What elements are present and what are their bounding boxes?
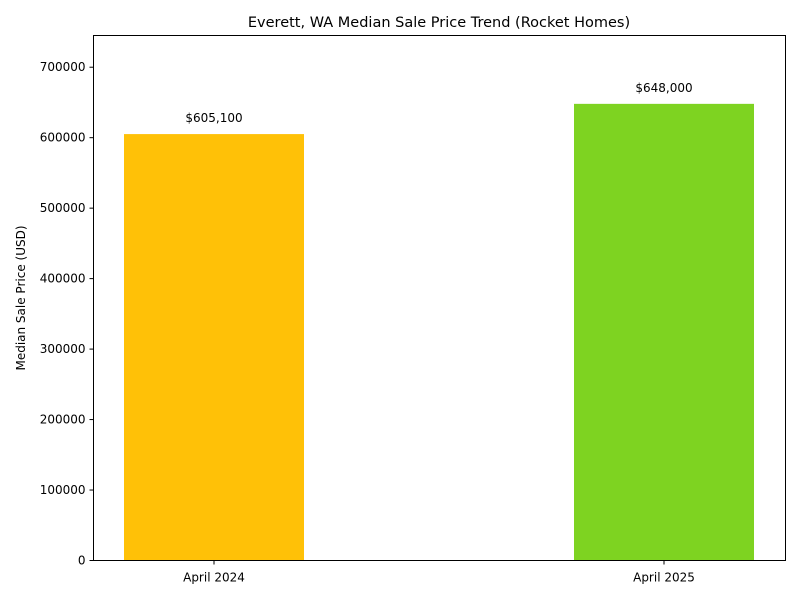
bar-1	[124, 134, 304, 561]
y-tick-label: 100000	[40, 483, 86, 497]
y-tick-label: 500000	[40, 201, 86, 215]
plot-area-frame	[93, 35, 786, 561]
chart-title: Everett, WA Median Sale Price Trend (Roc…	[248, 15, 630, 31]
data-label: $605,100	[185, 111, 242, 125]
y-tick-label: 400000	[40, 272, 86, 286]
y-tick-label: 700000	[40, 60, 86, 74]
y-axis-ticks: 0 100000 200000 300000 400000 500000 600000 700…	[40, 60, 94, 568]
x-tick-label: April 2024	[183, 571, 245, 585]
data-label: $648,000	[635, 81, 692, 95]
y-axis-label: Median Sale Price (USD)	[14, 225, 28, 370]
bar-2	[574, 103, 754, 561]
y-tick-label: 0	[78, 554, 86, 568]
y-tick-label: 600000	[40, 131, 86, 145]
x-tick-label: April 2025	[633, 571, 695, 585]
bars-group	[124, 103, 754, 561]
y-tick-label: 200000	[40, 413, 86, 427]
y-tick-label: 300000	[40, 342, 86, 356]
x-axis-ticks: April 2024 April 2025	[183, 560, 695, 585]
data-labels: $605,100 $648,000	[185, 81, 692, 125]
